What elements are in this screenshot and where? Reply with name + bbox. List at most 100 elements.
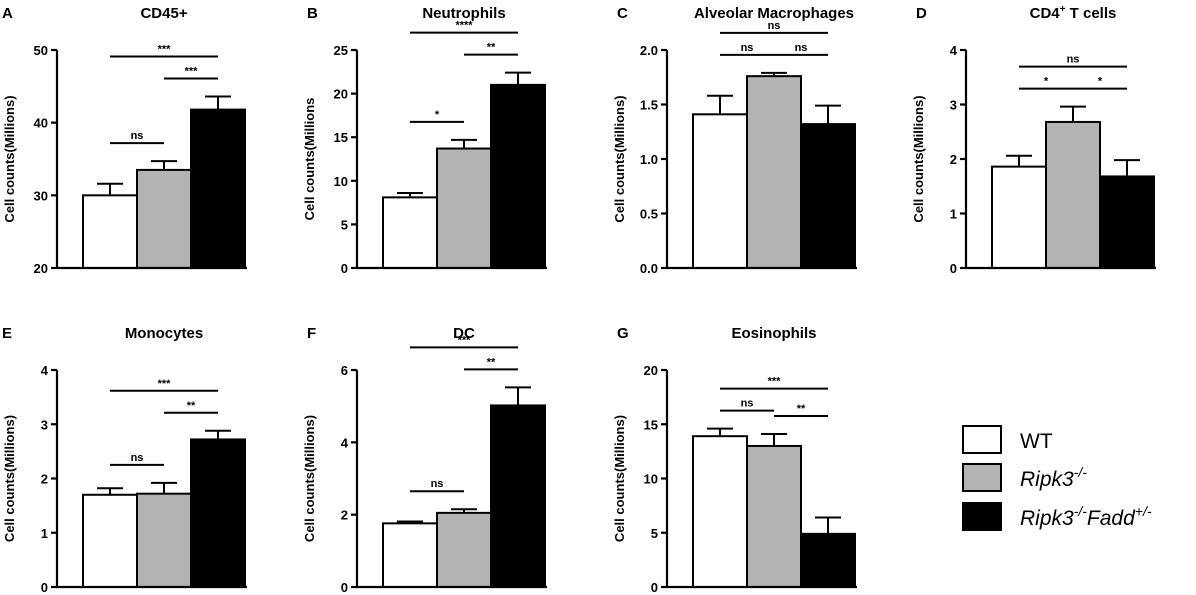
- y-tick-label: 20: [34, 261, 48, 276]
- error-bar: [815, 104, 841, 125]
- panel-e: E Monocytes Cell counts(Millions) 0 1 2 3 4 ns **…: [2, 325, 247, 595]
- panel-title: Alveolar Macrophages: [694, 5, 854, 22]
- y-tick-label: 15: [334, 130, 348, 145]
- error-bar: [815, 516, 841, 534]
- significance-label: ****: [455, 20, 473, 32]
- panel-c: C Alveolar Macrophages Cell counts(Million…: [612, 5, 857, 276]
- y-axis-label: Cell counts(Millions): [2, 95, 17, 222]
- significance-label: ns: [131, 452, 144, 464]
- y-tick-label: 6: [341, 363, 348, 378]
- significance-label: *: [1098, 76, 1103, 88]
- error-bar: [761, 71, 787, 77]
- panel-letter: C: [617, 5, 628, 22]
- error-bar: [451, 508, 477, 513]
- y-tick-label: 4: [341, 435, 349, 450]
- bar-ripk3-fadd: [1099, 175, 1155, 269]
- y-tick-label: 30: [34, 188, 48, 203]
- bar-ripk3-fadd: [190, 438, 246, 588]
- significance-label: **: [487, 356, 496, 368]
- bar-wt: [82, 493, 138, 588]
- y-tick-label: 3: [41, 417, 48, 432]
- y-axis-label: Cell counts(Millions): [2, 415, 17, 542]
- legend-swatch-ripk3-fadd: [962, 502, 1002, 531]
- error-bar: [205, 429, 231, 440]
- significance-label: ***: [158, 44, 172, 56]
- y-tick-label: 2: [950, 152, 957, 167]
- significance-label: ***: [158, 378, 172, 390]
- panel-b: B Neutrophils Cell counts(Millions 0 5 10 15 20…: [302, 5, 547, 276]
- significance-label: ns: [741, 42, 754, 54]
- significance-label: ns: [795, 42, 808, 54]
- y-axis-label: Cell counts(Millions): [612, 415, 627, 542]
- significance-label: **: [187, 400, 196, 412]
- error-bar: [397, 192, 423, 198]
- bar-wt: [382, 522, 438, 589]
- y-tick-label: 0: [341, 580, 348, 595]
- bar-ripk3: [136, 492, 192, 588]
- panel-letter: D: [916, 5, 927, 22]
- bar-ripk3-fadd: [490, 404, 546, 588]
- error-bar: [397, 520, 423, 524]
- legend-swatch-wt: [962, 425, 1002, 454]
- bar-ripk3: [436, 147, 492, 269]
- legend-swatch-ripk3: [962, 463, 1002, 492]
- y-tick-label: 4: [950, 43, 958, 58]
- panel-title: Monocytes: [125, 325, 203, 342]
- bar-wt: [991, 165, 1047, 270]
- y-axis-label: Cell counts(Millions: [302, 98, 317, 221]
- significance-label: ***: [768, 376, 782, 388]
- chart-panels: A CD45+Cell counts(Millions)20304050ns***…: [2, 4, 1156, 595]
- error-bar: [451, 138, 477, 149]
- error-bar: [1114, 159, 1140, 177]
- bar-ripk3: [136, 168, 192, 269]
- bar-wt: [382, 196, 438, 269]
- y-tick-label: 5: [651, 526, 658, 541]
- y-axis-label: Cell counts(Millions): [302, 415, 317, 542]
- bar-wt: [692, 435, 748, 588]
- bar-ripk3-fadd: [800, 532, 856, 589]
- bar-ripk3: [746, 75, 802, 269]
- panel-title: Neutrophils: [422, 5, 505, 22]
- y-tick-label: 5: [341, 217, 348, 232]
- panel-a: A CD45+ Cell counts(Millions) 20 30 40 50 ns ***…: [2, 5, 247, 276]
- significance-label: ***: [458, 334, 472, 346]
- legend-label-ripk3: Ripk3-/-: [1020, 464, 1087, 491]
- panel-title: DC: [453, 325, 475, 342]
- bar-wt: [82, 194, 138, 269]
- y-tick-label: 0.5: [640, 207, 658, 222]
- significance-label: ns: [768, 20, 781, 32]
- y-tick-label: 0: [651, 580, 658, 595]
- bar-ripk3-fadd: [800, 123, 856, 270]
- error-bar: [97, 487, 123, 495]
- y-tick-label: 25: [334, 43, 348, 58]
- y-tick-label: 1: [950, 207, 957, 222]
- significance-label: ns: [741, 398, 754, 410]
- panel-d: D CD4+ T cells Cell counts(Millions) 0 1 2 3 4 *…: [911, 4, 1156, 276]
- significance-label: **: [797, 403, 806, 415]
- y-tick-label: 20: [644, 363, 658, 378]
- y-tick-label: 4: [41, 363, 49, 378]
- error-bar: [761, 433, 787, 446]
- error-bar: [1006, 154, 1032, 167]
- y-tick-label: 50: [34, 43, 48, 58]
- bar-ripk3: [746, 444, 802, 589]
- y-tick-label: 2.0: [640, 43, 658, 58]
- error-bar: [505, 386, 531, 406]
- y-tick-label: 2: [341, 508, 348, 523]
- y-tick-label: 1.0: [640, 152, 658, 167]
- panel-g: G Eosinophils Cell counts(Millions) 0 5 10 15 2…: [612, 325, 857, 595]
- panel-title: Eosinophils: [731, 325, 816, 342]
- error-bar: [97, 182, 123, 196]
- significance-label: ***: [185, 66, 199, 78]
- error-bar: [151, 160, 177, 170]
- significance-label: ns: [131, 130, 144, 142]
- panel-title: CD4+ T cells: [1030, 4, 1117, 22]
- error-bar: [707, 94, 733, 115]
- significance-label: *: [1044, 76, 1049, 88]
- y-tick-label: 10: [644, 472, 658, 487]
- error-bar: [151, 481, 177, 494]
- panel-letter: G: [617, 325, 629, 342]
- panel-title: CD45+: [140, 5, 187, 22]
